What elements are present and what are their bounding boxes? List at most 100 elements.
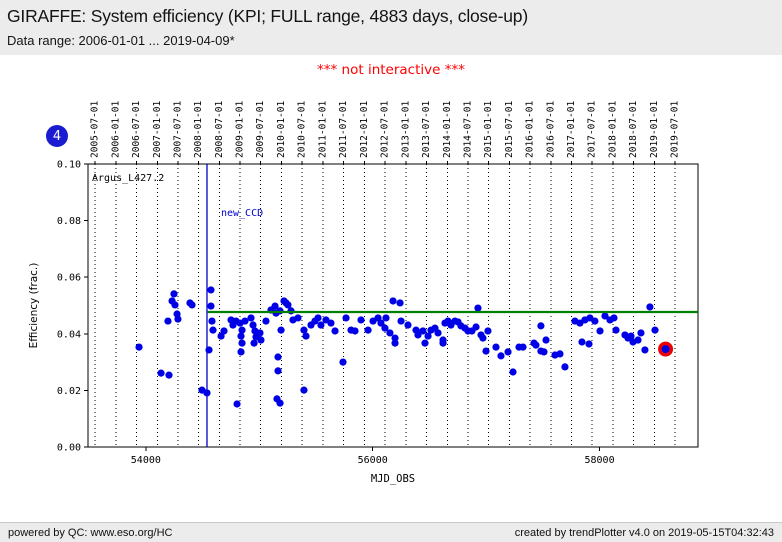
y-tick-label: 0.06	[57, 273, 81, 284]
data-point	[396, 299, 404, 307]
top-date-tick-label: 2018-01-01	[608, 101, 619, 158]
data-point	[250, 339, 258, 347]
top-date-tick-label: 2019-01-01	[649, 101, 660, 158]
data-point	[482, 347, 490, 355]
top-date-tick-label: 2013-01-01	[400, 101, 411, 158]
top-date-tick-label: 2009-01-01	[235, 101, 246, 158]
data-point	[509, 368, 517, 376]
data-point	[414, 331, 422, 339]
data-point	[532, 341, 540, 349]
data-point	[271, 302, 279, 310]
data-point	[519, 343, 527, 351]
top-date-tick-label: 2015-01-01	[483, 101, 494, 158]
data-point	[479, 334, 487, 342]
data-point	[351, 327, 359, 335]
data-point	[542, 336, 550, 344]
data-point	[276, 399, 284, 407]
data-point	[233, 400, 241, 408]
data-point	[391, 334, 399, 342]
data-point	[382, 314, 390, 322]
data-point	[238, 326, 246, 334]
data-point	[300, 386, 308, 394]
data-point	[317, 321, 325, 329]
data-point	[377, 319, 385, 327]
top-date-tick-label: 2011-07-01	[338, 101, 349, 158]
data-point	[207, 302, 215, 310]
data-point	[164, 317, 172, 325]
top-date-tick-label: 2010-07-01	[297, 101, 308, 158]
top-date-tick-label: 2007-01-01	[152, 101, 163, 158]
data-point	[591, 317, 599, 325]
y-tick-label: 0.04	[57, 329, 81, 340]
footer-powered-by: powered by QC: www.eso.org/HC	[8, 526, 173, 539]
top-date-tick-label: 2014-01-01	[442, 101, 453, 158]
data-point	[386, 329, 394, 337]
top-date-tick-label: 2016-01-01	[525, 101, 536, 158]
data-point	[424, 332, 432, 340]
data-point	[578, 338, 586, 346]
data-point	[209, 326, 217, 334]
data-point	[257, 336, 265, 344]
top-date-tick-label: 2008-07-01	[214, 101, 225, 158]
top-date-tick-label: 2014-07-01	[462, 101, 473, 158]
plot-count-badge[interactable]: 4	[46, 125, 68, 147]
data-point	[651, 326, 659, 334]
data-point	[237, 348, 245, 356]
data-point	[585, 340, 593, 348]
top-date-tick-label: 2018-07-01	[628, 101, 639, 158]
data-point	[474, 304, 482, 312]
data-point	[637, 329, 645, 337]
data-point	[434, 329, 442, 337]
data-point	[327, 319, 335, 327]
y-tick-label: 0.10	[57, 160, 81, 171]
top-date-tick-label: 2006-01-01	[110, 101, 121, 158]
top-date-tick-label: 2011-01-01	[318, 101, 329, 158]
highlight-point	[661, 345, 670, 354]
data-point	[262, 317, 270, 325]
data-range-subtitle: Data range: 2006-01-01 ... 2019-04-09*	[7, 33, 235, 48]
data-point	[247, 314, 255, 322]
data-point	[294, 314, 302, 322]
data-point	[357, 316, 365, 324]
data-point	[302, 332, 310, 340]
data-point	[220, 327, 228, 335]
top-date-tick-label: 2009-07-01	[255, 101, 266, 158]
x-axis-title: MJD_OBS	[371, 473, 415, 485]
new-ccd-label: new_CCD	[221, 208, 263, 219]
data-point	[556, 350, 564, 358]
top-date-tick-label: 2006-07-01	[131, 101, 142, 158]
top-date-tick-label: 2017-01-01	[566, 101, 577, 158]
data-point	[540, 348, 548, 356]
y-tick-label: 0.02	[57, 386, 81, 397]
data-point	[504, 348, 512, 356]
data-point	[135, 343, 143, 351]
data-point	[342, 314, 350, 322]
data-point	[561, 363, 569, 371]
footer-created-by: created by trendPlotter v4.0 on 2019-05-…	[514, 526, 774, 539]
data-point	[165, 371, 173, 379]
series-label: Argus_L427.2	[92, 173, 164, 184]
data-point	[188, 301, 196, 309]
data-point	[404, 321, 412, 329]
x-tick-label: 56000	[358, 455, 388, 466]
data-point	[277, 326, 285, 334]
data-point	[274, 353, 282, 361]
data-point	[238, 339, 246, 347]
data-point	[472, 323, 480, 331]
data-point	[205, 346, 213, 354]
top-date-tick-label: 2017-07-01	[587, 101, 598, 158]
header-band: GIRAFFE: System efficiency (KPI; FULL ra…	[0, 0, 782, 55]
data-point	[389, 297, 397, 305]
data-point	[314, 314, 322, 322]
data-point	[171, 301, 179, 309]
data-point	[537, 322, 545, 330]
data-point	[203, 389, 211, 397]
data-point	[381, 324, 389, 332]
top-date-tick-label: 2010-01-01	[276, 101, 287, 158]
data-point	[300, 326, 308, 334]
data-point	[610, 314, 618, 322]
data-point	[364, 326, 372, 334]
plot-frame	[87, 163, 699, 448]
data-point	[627, 332, 635, 340]
data-point	[484, 327, 492, 335]
